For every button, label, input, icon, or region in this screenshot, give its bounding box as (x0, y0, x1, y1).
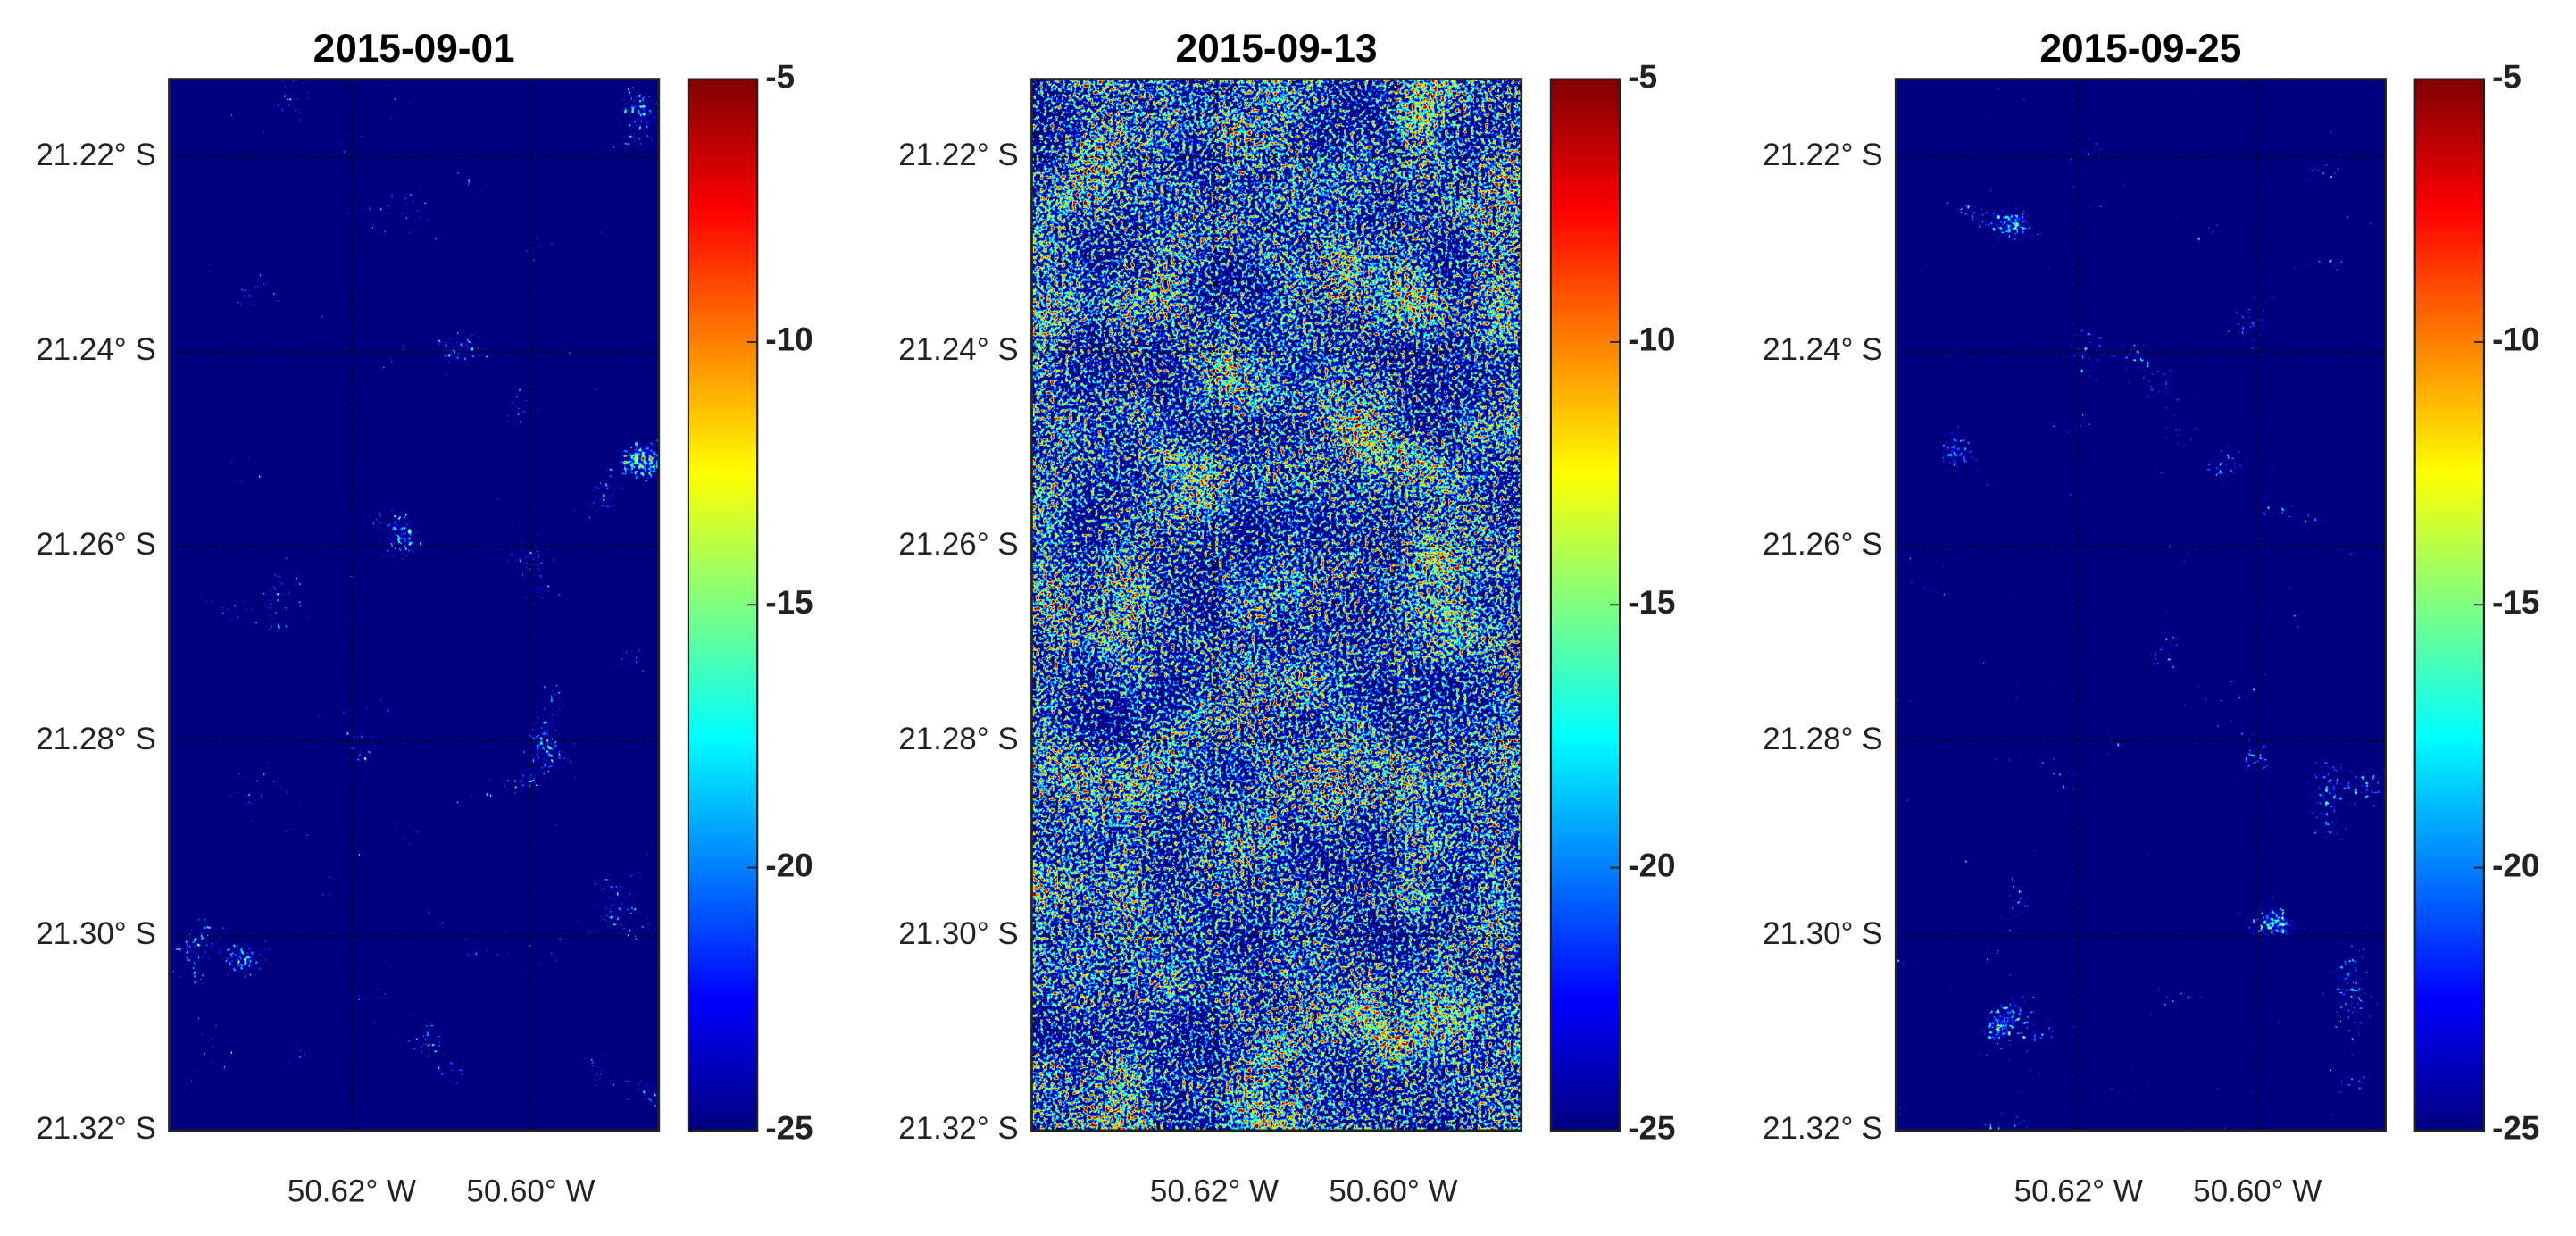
colorbar-tick-label: -10 (765, 322, 813, 358)
x-tick-label: 50.62° W (1150, 1173, 1279, 1208)
y-tick-label: 21.26° S (1763, 527, 1882, 562)
colorbar-tick-label: -25 (1628, 1110, 1675, 1147)
colorbar-tick-label: -15 (2492, 584, 2539, 621)
y-tick-label: 21.28° S (1763, 722, 1882, 756)
backscatter-image (169, 79, 659, 1131)
y-tick-label: 21.22° S (1763, 138, 1882, 172)
x-tick-label: 50.60° W (2193, 1173, 2322, 1208)
colorbar-tick-label: -5 (2492, 58, 2522, 95)
x-tick-label: 50.60° W (466, 1173, 595, 1208)
y-tick-label: 21.30° S (1763, 916, 1882, 951)
y-tick-label: 21.28° S (36, 722, 155, 756)
colorbar-tick-label: -25 (765, 1110, 813, 1147)
y-tick-label: 21.24° S (36, 332, 155, 367)
colorbar-tick-label: -5 (1628, 58, 1657, 95)
y-tick-label: 21.26° S (36, 527, 155, 562)
backscatter-image (1031, 79, 1521, 1131)
colorbar-tick-label: -5 (765, 58, 795, 95)
x-tick-label: 50.60° W (1329, 1173, 1457, 1208)
y-tick-label: 21.26° S (898, 527, 1018, 562)
x-tick-label: 50.62° W (288, 1173, 416, 1208)
y-tick-label: 21.32° S (36, 1111, 155, 1146)
map-title: 2015-09-13 (1176, 27, 1378, 71)
colorbar (2413, 78, 2486, 1132)
axes-frame (1894, 78, 2387, 1132)
y-tick-label: 21.32° S (898, 1111, 1018, 1146)
colorbar-tick-label: -25 (2492, 1110, 2539, 1147)
map-panel: 2015-09-01 21.22° S 21.24° S 21.26° S 21.28°… (36, 27, 813, 1208)
map-title: 2015-09-25 (2039, 27, 2241, 71)
x-tick-label: 50.62° W (2014, 1173, 2143, 1208)
colorbar-tick-label: -20 (1628, 847, 1675, 883)
y-tick-label: 21.28° S (898, 722, 1018, 756)
colorbar-tick-label: -10 (2492, 322, 2539, 358)
colorbar (1549, 78, 1621, 1132)
y-tick-label: 21.24° S (898, 332, 1018, 367)
axes-frame (168, 78, 661, 1132)
colorbar-tick-label: -15 (1628, 584, 1675, 621)
axes-frame (1030, 78, 1523, 1132)
y-tick-label: 21.30° S (36, 916, 155, 951)
colorbar-tick-label: -20 (765, 847, 813, 883)
colorbar-tick-label: -20 (2492, 847, 2539, 883)
y-tick-label: 21.30° S (898, 916, 1018, 951)
colorbar (687, 78, 759, 1132)
map-panel: 2015-09-25 21.22° S 21.24° S 21.26° S 21.28°… (1763, 27, 2539, 1208)
y-tick-label: 21.32° S (1763, 1111, 1882, 1146)
y-tick-label: 21.24° S (1763, 332, 1882, 367)
colorbar-tick-label: -15 (765, 584, 813, 621)
colorbar-tick-label: -10 (1628, 322, 1675, 358)
backscatter-image (1896, 79, 2386, 1131)
y-tick-label: 21.22° S (898, 138, 1018, 172)
map-title: 2015-09-01 (313, 27, 515, 71)
y-tick-label: 21.22° S (36, 138, 155, 172)
map-panel: 2015-09-13 21.22° S 21.24° S 21.26° S 21.28°… (898, 27, 1675, 1208)
